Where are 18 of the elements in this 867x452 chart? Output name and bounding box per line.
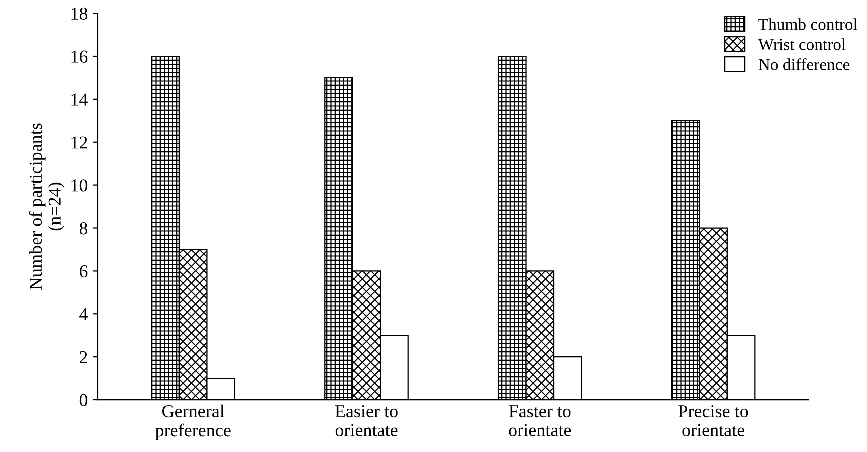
y-tick-label: 0 (80, 394, 88, 406)
y-tick-label: 16 (72, 50, 88, 63)
y-tick-label: 8 (80, 222, 88, 235)
legend-label: Wrist control (758, 38, 846, 50)
legend-label: Thumb control (758, 18, 858, 30)
legend-label: No difference (758, 58, 850, 70)
y-tick-label: 2 (80, 351, 88, 364)
x-tick-label: Gerneral preference (156, 404, 231, 440)
y-tick-label: 4 (80, 308, 88, 320)
x-tick-label: Easier to orientate (335, 405, 398, 436)
y-tick-label: 18 (72, 8, 88, 20)
y-tick-label: 14 (72, 94, 88, 106)
y-tick-label: 6 (80, 266, 88, 278)
y-tick-label: 10 (72, 180, 88, 192)
x-tick-label: Precise to orientate (678, 405, 748, 436)
y-axis-title: Number of participants (n=24) (29, 124, 65, 290)
y-tick-label: 12 (72, 136, 88, 149)
x-tick-label: Faster to orientate (509, 406, 572, 436)
